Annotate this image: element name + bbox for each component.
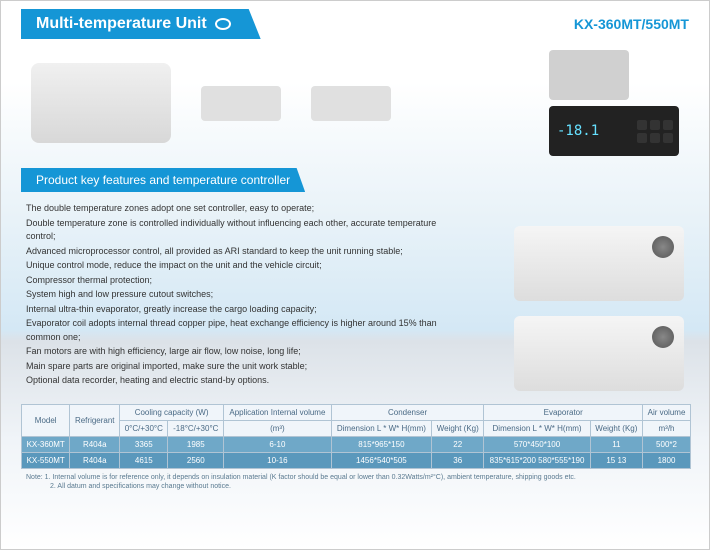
cell: 11 — [590, 436, 642, 452]
th-dim: Dimension L * W* H(mm) — [331, 420, 431, 436]
cell: 2560 — [168, 452, 224, 468]
cell: 10-16 — [224, 452, 332, 468]
roof-unit-image — [514, 226, 684, 301]
cell: 1800 — [643, 452, 691, 468]
th-dim: Dimension L * W* H(mm) — [484, 420, 590, 436]
oval-icon — [215, 18, 231, 30]
cell: R404a — [70, 436, 120, 452]
cell: 815*965*150 — [331, 436, 431, 452]
note-1: Note: 1. Internal volume is for referenc… — [26, 473, 684, 482]
feature-line: The double temperature zones adopt one s… — [26, 202, 456, 216]
feature-line: Unique control mode, reduce the impact o… — [26, 259, 456, 273]
feature-line: Fan motors are with high efficiency, lar… — [26, 345, 456, 359]
controller-buttons — [637, 120, 673, 143]
cell: KX-550MT — [22, 452, 70, 468]
cell: 6-10 — [224, 436, 332, 452]
evaporator-image-2 — [311, 86, 391, 121]
cell: 36 — [432, 452, 484, 468]
table-row: KX-550MT R404a 4615 2560 10-16 1456*540*… — [22, 452, 691, 468]
section-header-wrap: Product key features and temperature con… — [1, 163, 709, 197]
th-weight: Weight (Kg) — [432, 420, 484, 436]
cell: 1456*540*505 — [331, 452, 431, 468]
cell: 4615 — [120, 452, 168, 468]
feature-line: Main spare parts are original imported, … — [26, 360, 456, 374]
th-cool2: -18°C/+30°C — [168, 420, 224, 436]
feature-line: Internal ultra-thin evaporator, greatly … — [26, 303, 456, 317]
feature-line: Double temperature zone is controlled in… — [26, 217, 456, 244]
feature-line: System high and low pressure cutout swit… — [26, 288, 456, 302]
th-air-unit: m³/h — [643, 420, 691, 436]
evaporator-image-1 — [201, 86, 281, 121]
th-volume: Application Internal volume — [224, 404, 332, 420]
cell: 22 — [432, 436, 484, 452]
fan-icon — [652, 326, 674, 348]
th-vol-unit: (m³) — [224, 420, 332, 436]
feature-line: Compressor thermal protection; — [26, 274, 456, 288]
compressor-image — [549, 50, 629, 100]
cell: R404a — [70, 452, 120, 468]
spec-table: Model Refrigerant Cooling capacity (W) A… — [21, 404, 691, 469]
page-title: Multi-temperature Unit — [36, 15, 207, 33]
notes: Note: 1. Internal volume is for referenc… — [1, 469, 709, 495]
model-code: KX-360MT/550MT — [574, 16, 689, 32]
cell: KX-360MT — [22, 436, 70, 452]
table-row: KX-360MT R404a 3365 1985 6-10 815*965*15… — [22, 436, 691, 452]
cell: 1985 — [168, 436, 224, 452]
temperature-controller-image: -18.1 — [549, 106, 679, 156]
header-bar: Multi-temperature Unit KX-360MT/550MT — [1, 1, 709, 43]
cell: 3365 — [120, 436, 168, 452]
feature-line: Advanced microprocessor control, all pro… — [26, 245, 456, 259]
table-subheader-row: 0°C/+30°C -18°C/+30°C (m³) Dimension L *… — [22, 420, 691, 436]
side-images — [514, 226, 684, 391]
note-2: 2. All datum and specifications may chan… — [26, 482, 684, 491]
th-cool1: 0°C/+30°C — [120, 420, 168, 436]
th-air: Air volume — [643, 404, 691, 420]
fan-icon — [652, 236, 674, 258]
cell: 835*615*200 580*555*190 — [484, 452, 590, 468]
th-condenser: Condenser — [331, 404, 484, 420]
condenser-unit-image — [31, 63, 171, 143]
cell: 15 13 — [590, 452, 642, 468]
evaporator-side-image — [514, 316, 684, 391]
product-image-row: -18.1 — [1, 43, 709, 163]
section-header: Product key features and temperature con… — [21, 168, 305, 192]
cell: 500*2 — [643, 436, 691, 452]
title-banner: Multi-temperature Unit — [21, 9, 261, 39]
features-list: The double temperature zones adopt one s… — [1, 197, 481, 394]
controller-display: -18.1 — [557, 123, 599, 139]
feature-line: Optional data recorder, heating and elec… — [26, 374, 456, 388]
cell: 570*450*100 — [484, 436, 590, 452]
th-model: Model — [22, 404, 70, 436]
th-evaporator: Evaporator — [484, 404, 643, 420]
th-cooling: Cooling capacity (W) — [120, 404, 224, 420]
th-weight: Weight (Kg) — [590, 420, 642, 436]
feature-line: Evaporator coil adopts internal thread c… — [26, 317, 456, 344]
th-refrigerant: Refrigerant — [70, 404, 120, 436]
table-header-row: Model Refrigerant Cooling capacity (W) A… — [22, 404, 691, 420]
